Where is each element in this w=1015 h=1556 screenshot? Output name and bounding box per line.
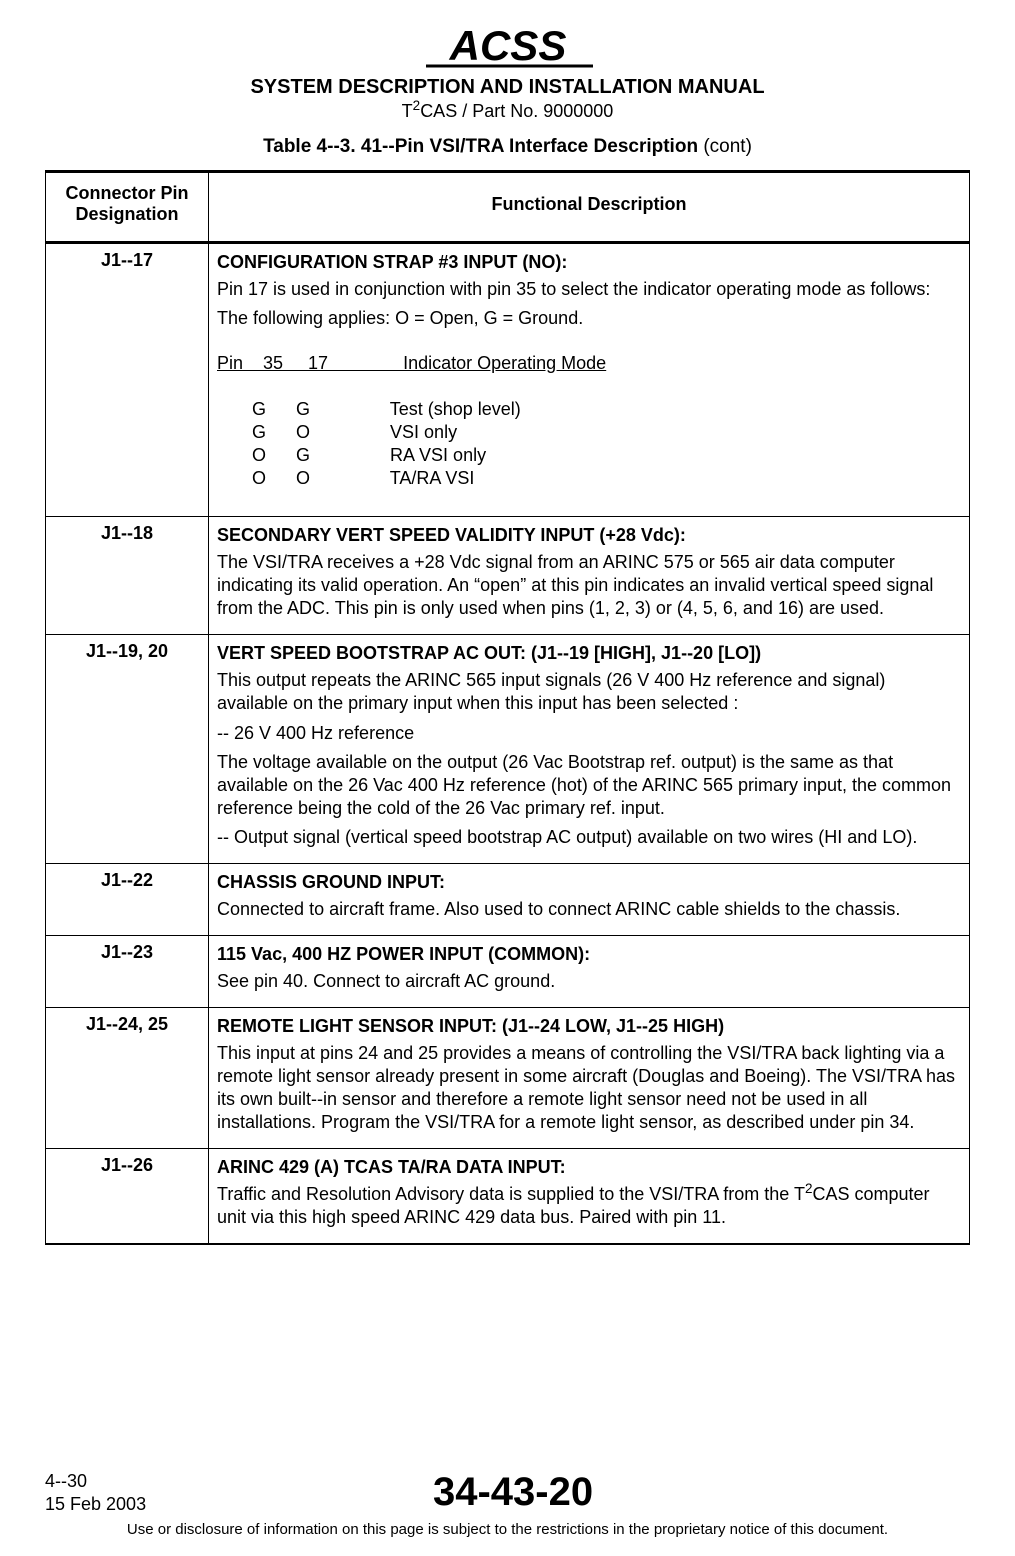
- part-number-line: T2CAS / Part No. 9000000: [45, 101, 970, 122]
- table-row: J1--23115 Vac, 400 HZ POWER INPUT (COMMO…: [46, 935, 970, 1007]
- part-prefix: T: [402, 101, 413, 121]
- table-title-cont: (cont): [698, 136, 752, 157]
- table-title-bold: Table 4--3. 41--Pin VSI/TRA Interface De…: [263, 136, 698, 157]
- description-paragraph: The following applies: O = Open, G = Gro…: [217, 307, 961, 330]
- table-row: J1--22 CHASSIS GROUND INPUT: Connected to …: [46, 863, 970, 935]
- pin-description-table: Connector Pin Designation Functional Des…: [45, 170, 970, 1245]
- description-paragraph: This output repeats the ARINC 565 input …: [217, 669, 961, 715]
- pin-designation: J1--17: [46, 243, 209, 517]
- svg-text:ACSS: ACSS: [448, 22, 566, 69]
- functional-description: 115 Vac, 400 HZ POWER INPUT (COMMON): See…: [209, 935, 970, 1007]
- column-header-pin: Connector Pin Designation: [46, 172, 209, 243]
- footer-left: 4--30 15 Feb 2003: [45, 1470, 146, 1515]
- functional-description: VERT SPEED BOOTSTRAP AC OUT: (J1--19 [HI…: [209, 635, 970, 863]
- pin-designation: J1--19, 20: [46, 635, 209, 863]
- description-title: ARINC 429 (A) TCAS TA/RA DATA INPUT:: [217, 1156, 961, 1179]
- table-row: J1--19, 20 VERT SPEED BOOTSTRAP AC OUT: (…: [46, 635, 970, 863]
- document-number: 34-43-20: [146, 1470, 880, 1515]
- description-title: SECONDARY VERT SPEED VALIDITY INPUT (+28…: [217, 524, 961, 547]
- page-footer: 4--30 15 Feb 2003 34-43-20 Use or disclo…: [45, 1470, 970, 1538]
- table-row: J1--26ARINC 429 (A) TCAS TA/RA DATA INPU…: [46, 1148, 970, 1244]
- document-page: ACSS SYSTEM DESCRIPTION AND INSTALLATION…: [0, 0, 1015, 1556]
- functional-description: CHASSIS GROUND INPUT: Connected to aircra…: [209, 863, 970, 935]
- table-title: Table 4--3. 41--Pin VSI/TRA Interface De…: [45, 136, 970, 158]
- table-row: J1--18 SECONDARY VERT SPEED VALIDITY INPU…: [46, 517, 970, 635]
- description-paragraph: Pin 17 is used in conjunction with pin 3…: [217, 278, 961, 301]
- description-paragraph: -- Output signal (vertical speed bootstr…: [217, 826, 961, 849]
- pin-designation: J1--23: [46, 935, 209, 1007]
- description-paragraph: Connected to aircraft frame. Also used t…: [217, 898, 961, 921]
- pin-designation: J1--24, 25: [46, 1007, 209, 1148]
- description-paragraph: The VSI/TRA receives a +28 Vdc signal fr…: [217, 551, 961, 620]
- functional-description: SECONDARY VERT SPEED VALIDITY INPUT (+28…: [209, 517, 970, 635]
- manual-title: SYSTEM DESCRIPTION AND INSTALLATION MANU…: [45, 76, 970, 99]
- table-row: J1--24, 25 REMOTE LIGHT SENSOR INPUT: (J1…: [46, 1007, 970, 1148]
- description-title: VERT SPEED BOOTSTRAP AC OUT: (J1--19 [HI…: [217, 642, 961, 665]
- description-title: CHASSIS GROUND INPUT:: [217, 871, 961, 894]
- footer-date: 15 Feb 2003: [45, 1494, 146, 1514]
- description-title: REMOTE LIGHT SENSOR INPUT: (J1--24 LOW, …: [217, 1015, 961, 1038]
- description-paragraph: This input at pins 24 and 25 provides a …: [217, 1042, 961, 1134]
- footer-disclaimer: Use or disclosure of information on this…: [45, 1521, 970, 1538]
- page-header: ACSS SYSTEM DESCRIPTION AND INSTALLATION…: [45, 20, 970, 158]
- functional-description: REMOTE LIGHT SENSOR INPUT: (J1--24 LOW, …: [209, 1007, 970, 1148]
- description-paragraph: Traffic and Resolution Advisory data is …: [217, 1183, 961, 1229]
- description-paragraph: See pin 40. Connect to aircraft AC groun…: [217, 970, 961, 993]
- description-paragraph: The voltage available on the output (26 …: [217, 751, 961, 820]
- pin-designation: J1--26: [46, 1148, 209, 1244]
- acss-logo: ACSS: [408, 20, 608, 70]
- pin-designation: J1--18: [46, 517, 209, 635]
- part-rest: CAS / Part No. 9000000: [420, 101, 613, 121]
- description-title: 115 Vac, 400 HZ POWER INPUT (COMMON):: [217, 943, 961, 966]
- description-paragraph: -- 26 V 400 Hz reference: [217, 722, 961, 745]
- description-title: CONFIGURATION STRAP #3 INPUT (NO):: [217, 251, 961, 274]
- column-header-desc: Functional Description: [209, 172, 970, 243]
- pin-designation: J1--22: [46, 863, 209, 935]
- functional-description: ARINC 429 (A) TCAS TA/RA DATA INPUT: Traf…: [209, 1148, 970, 1244]
- table-row: J1--17CONFIGURATION STRAP #3 INPUT (NO):…: [46, 243, 970, 517]
- operating-mode-table: Pin 35 17 Indicator Operating Mode G G T…: [217, 352, 961, 490]
- functional-description: CONFIGURATION STRAP #3 INPUT (NO): Pin 17…: [209, 243, 970, 517]
- page-number: 4--30: [45, 1471, 87, 1491]
